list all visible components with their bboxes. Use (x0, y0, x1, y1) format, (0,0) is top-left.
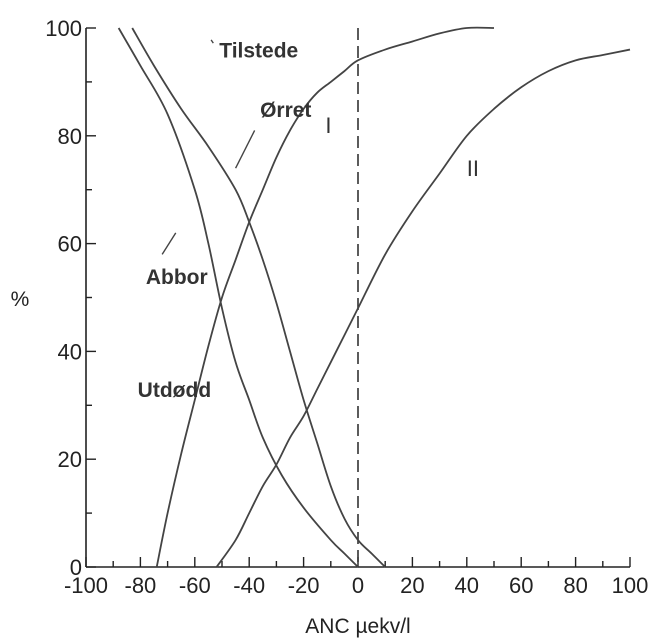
y-axis-label: % (11, 288, 30, 311)
series-line-abbor (117, 27, 359, 568)
y-tick-label: 0 (70, 555, 82, 580)
series-line-i (155, 26, 495, 568)
tick-labels: -100 -80 -60 -40 -20 0 20 40 60 80 100 0 20 40 60 80 100 (45, 16, 648, 598)
series-line-ii (215, 48, 631, 568)
x-axis-label: ANC µekv/l (305, 615, 410, 638)
x-tick-label: -60 (179, 573, 211, 598)
x-tick-label: -20 (288, 573, 320, 598)
annotation-leader-line (161, 232, 177, 255)
y-tick-label: 60 (58, 232, 82, 257)
annotation-utdodd: Utdødd (138, 379, 211, 402)
x-tick-label: -100 (64, 573, 108, 598)
series-line-orret (131, 27, 386, 568)
ticks (85, 27, 631, 568)
x-tick-label: 0 (352, 573, 364, 598)
y-tick-label: 20 (58, 447, 82, 472)
x-tick-label: 80 (563, 573, 587, 598)
series-group (117, 26, 631, 568)
x-tick-label: 100 (612, 573, 649, 598)
y-tick-label: 100 (45, 16, 82, 41)
x-tick-label: 20 (400, 573, 424, 598)
annotation-tilstede: Tilstede (219, 40, 298, 63)
x-tick-label: -40 (233, 573, 265, 598)
y-tick-label: 40 (58, 339, 82, 364)
annotation-leader-line (234, 130, 256, 169)
y-tick-label: 80 (58, 124, 82, 149)
annotation-i: I (325, 113, 331, 138)
annotation-orret: Ørret (260, 99, 311, 122)
annotation-tick-mark (210, 39, 214, 44)
annotation-abbor: Abbor (146, 266, 208, 289)
annotation-ii: II (467, 156, 479, 181)
x-tick-label: 40 (455, 573, 479, 598)
x-tick-label: 60 (509, 573, 533, 598)
x-tick-label: -80 (125, 573, 157, 598)
